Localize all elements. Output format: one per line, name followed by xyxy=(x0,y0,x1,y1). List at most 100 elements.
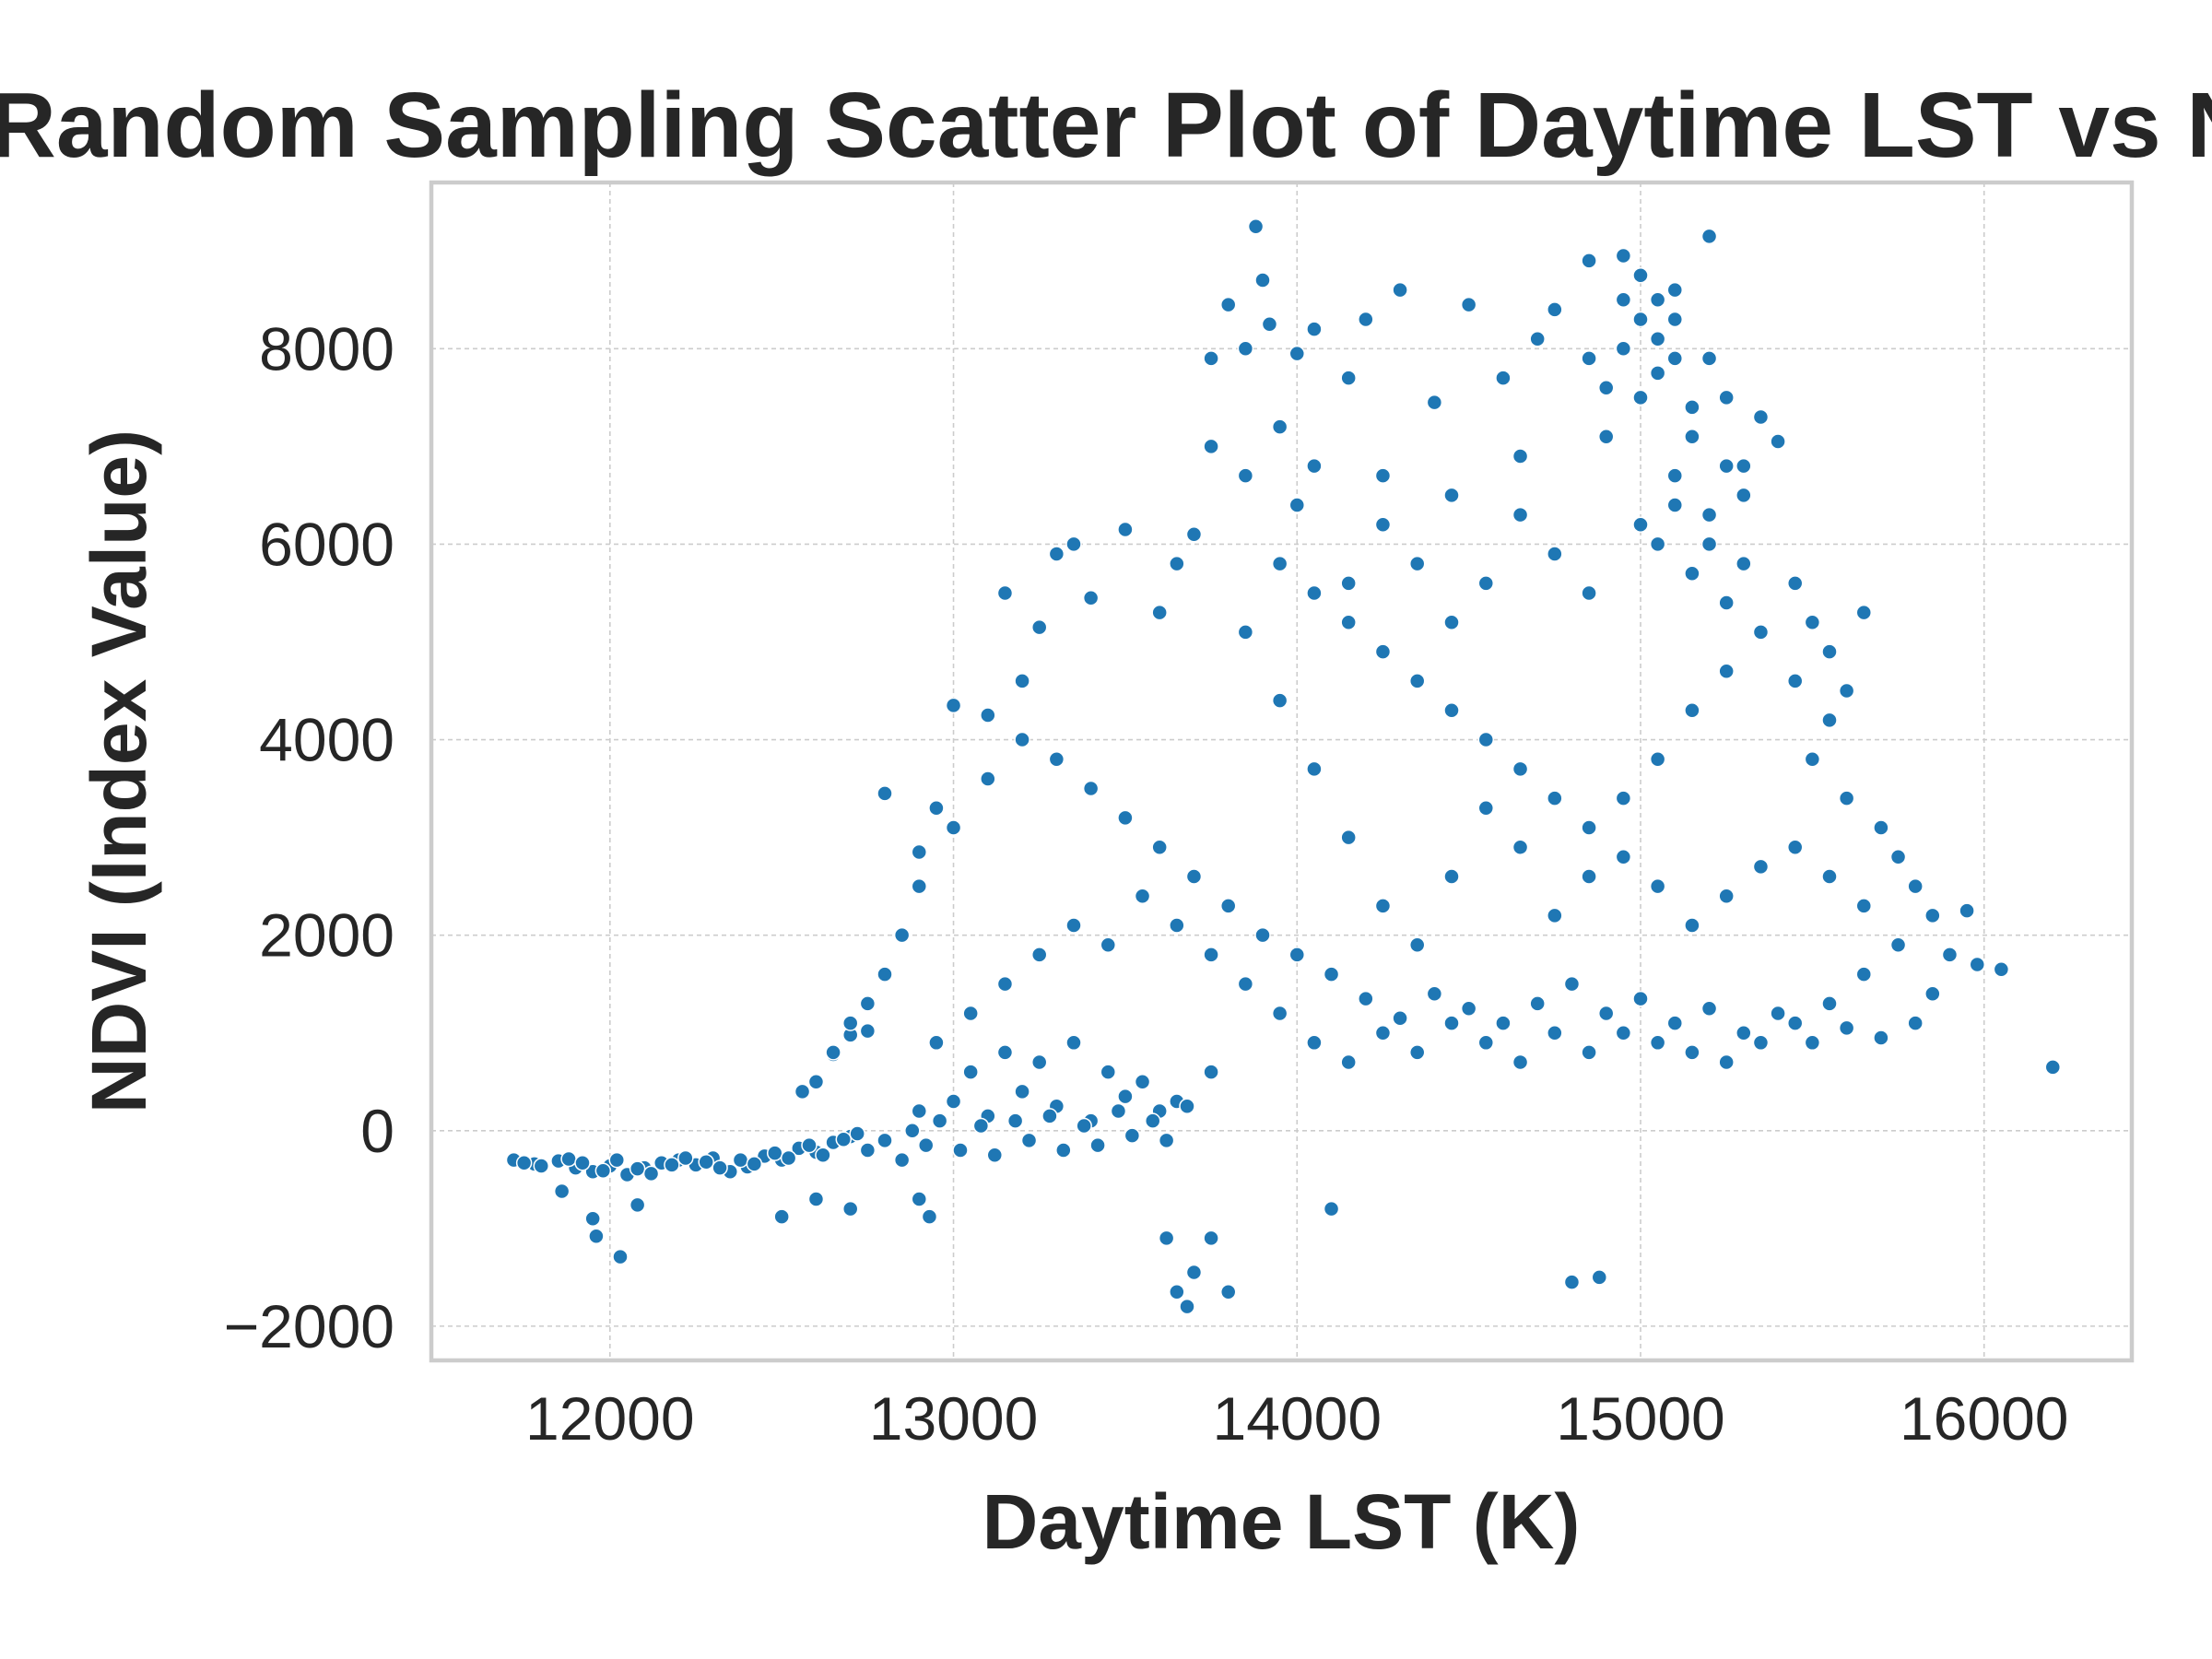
scatter-point xyxy=(801,1136,818,1154)
scatter-point xyxy=(1443,868,1460,885)
scatter-point xyxy=(1306,584,1323,602)
scatter-point xyxy=(1237,624,1254,641)
scatter-point xyxy=(1959,902,1975,919)
scatter-point xyxy=(574,1155,591,1171)
scatter-point xyxy=(1855,966,1873,982)
scatter-point xyxy=(1907,1015,1924,1031)
scatter-point xyxy=(1547,546,1563,562)
scatter-point xyxy=(1649,750,1666,768)
scatter-point xyxy=(911,1102,928,1120)
x-tick-label: 12000 xyxy=(525,1384,695,1453)
scatter-point xyxy=(1684,917,1700,934)
scatter-point xyxy=(859,1022,877,1040)
scatter-point xyxy=(712,1159,728,1176)
scatter-point xyxy=(1666,1015,1684,1031)
scatter-point xyxy=(1821,712,1838,729)
scatter-point xyxy=(553,1182,571,1200)
scatter-point xyxy=(911,843,928,861)
scatter-point xyxy=(1374,467,1392,484)
scatter-point xyxy=(1649,330,1666,347)
scatter-point xyxy=(1718,1053,1735,1071)
scatter-point xyxy=(1512,506,1529,524)
scatter-point xyxy=(1271,555,1288,572)
grid xyxy=(431,182,2132,1360)
scatter-point xyxy=(1529,330,1546,347)
scatter-point xyxy=(911,1191,928,1207)
scatter-point xyxy=(1477,731,1495,748)
scatter-point xyxy=(825,1044,841,1061)
scatter-point xyxy=(877,1132,893,1149)
scatter-point xyxy=(1169,555,1185,572)
scatter-point xyxy=(1615,340,1632,358)
scatter-point xyxy=(1151,604,1168,621)
scatter-point xyxy=(1443,614,1460,631)
scatter-point xyxy=(1649,365,1666,382)
y-tick-label: −2000 xyxy=(224,1292,394,1360)
scatter-point xyxy=(1632,990,1649,1007)
scatter-point xyxy=(1100,1064,1117,1080)
scatter-point xyxy=(612,1248,629,1265)
scatter-point xyxy=(1374,643,1392,660)
scatter-point xyxy=(1597,429,1615,445)
scatter-point xyxy=(1203,1064,1219,1080)
scatter-point xyxy=(1237,340,1254,358)
scatter-point xyxy=(1134,1073,1151,1090)
scatter-point xyxy=(1014,673,1030,689)
scatter-point xyxy=(1804,1034,1821,1052)
scatter-point xyxy=(1632,516,1649,533)
scatter-point xyxy=(1179,1298,1195,1315)
scatter-point xyxy=(841,1200,859,1218)
scatter-point xyxy=(1306,1034,1323,1052)
scatter-point xyxy=(1821,643,1838,660)
scatter-point xyxy=(1700,1000,1718,1017)
scatter-point xyxy=(1615,1024,1632,1041)
scatter-point xyxy=(911,877,928,895)
x-axis-label: Daytime LST (K) xyxy=(982,1478,1581,1565)
scatter-point xyxy=(698,1153,714,1171)
scatter-point xyxy=(1254,272,1271,288)
scatter-point xyxy=(1477,575,1495,592)
scatter-point xyxy=(952,1142,969,1159)
scatter-point xyxy=(1821,868,1838,885)
x-tick-label: 16000 xyxy=(1900,1384,2069,1453)
scatter-point xyxy=(1591,1269,1608,1286)
x-tick-label: 14000 xyxy=(1213,1384,1382,1453)
scatter-point xyxy=(1821,995,1838,1012)
scatter-point xyxy=(1969,956,1986,973)
scatter-point xyxy=(560,1150,577,1168)
scatter-point xyxy=(1666,281,1684,299)
scatter-point xyxy=(996,584,1014,602)
scatter-point xyxy=(1030,947,1048,963)
scatter-point xyxy=(594,1162,612,1179)
scatter-point xyxy=(1941,947,1959,963)
scatter-point xyxy=(1735,487,1752,504)
scatter-point xyxy=(1055,1142,1072,1159)
scatter-point xyxy=(1718,457,1735,475)
scatter-point xyxy=(1632,311,1649,328)
scatter-point xyxy=(1219,898,1237,914)
y-axis-label: NDVI (Index Value) xyxy=(76,429,162,1113)
scatter-point xyxy=(1340,1053,1357,1071)
scatter-point xyxy=(1752,624,1770,641)
scatter-point xyxy=(1907,877,1924,895)
scatter-point xyxy=(1477,1034,1495,1052)
scatter-point xyxy=(1082,780,1100,797)
scatter-point xyxy=(1117,809,1134,827)
plot-frame xyxy=(429,180,2135,1363)
scatter-point xyxy=(807,1191,825,1207)
scatter-point xyxy=(1666,497,1684,513)
scatter-point xyxy=(1110,1102,1127,1120)
scatter-point xyxy=(1512,1053,1529,1071)
scatter-point xyxy=(1684,1044,1700,1061)
scatter-point xyxy=(815,1147,831,1164)
scatter-point xyxy=(1374,898,1392,914)
scatter-point xyxy=(629,1196,646,1214)
scatter-point xyxy=(1020,1132,1038,1149)
scatter-point xyxy=(1443,1015,1460,1031)
scatter-point xyxy=(1581,1044,1597,1061)
scatter-point xyxy=(1786,839,1804,855)
scatter-point xyxy=(1261,316,1278,333)
scatter-point xyxy=(732,1151,749,1169)
scatter-point xyxy=(1718,663,1735,680)
